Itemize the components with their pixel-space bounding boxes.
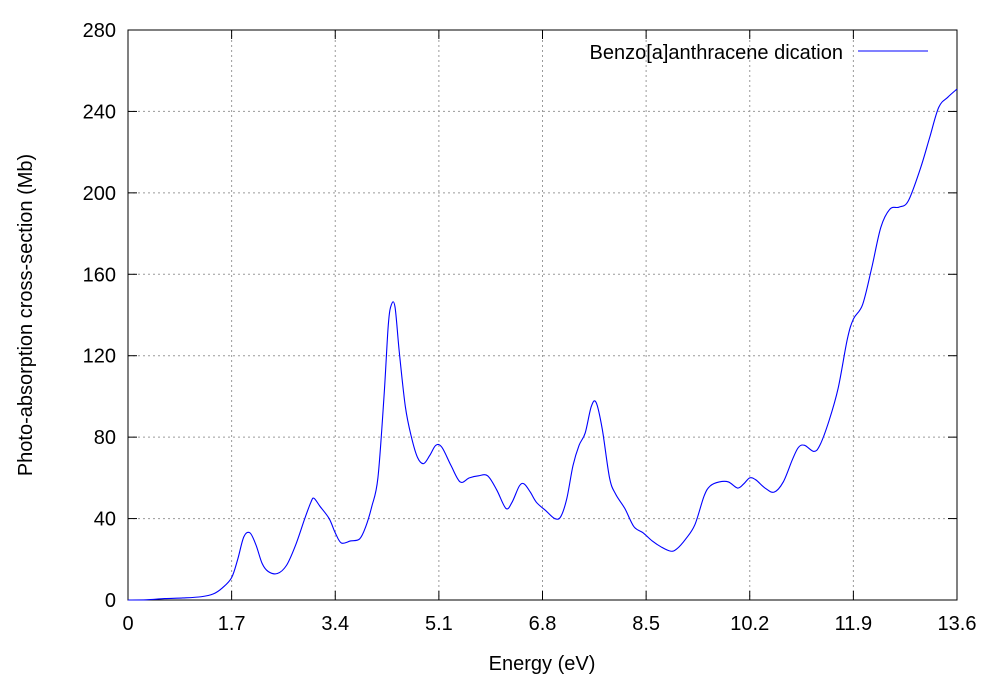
legend: Benzo[a]anthracene dication [589, 42, 928, 64]
x-tick-label: 13.6 [938, 613, 977, 635]
plot-frame [127, 29, 958, 601]
x-tick-label: 5.1 [425, 613, 453, 635]
y-tick-label: 280 [83, 20, 116, 42]
x-tick-labels: 0 1.7 3.4 5.1 6.8 8.5 10.2 11.9 13.6 [122, 613, 976, 635]
y-tick-label: 0 [105, 590, 116, 612]
y-tick-labels: 0 40 80 120 160 200 240 280 [83, 20, 116, 612]
x-tick-label: 6.8 [529, 613, 557, 635]
y-tick-label: 240 [83, 101, 116, 123]
y-tick-label: 80 [94, 427, 116, 449]
x-tick-label: 3.4 [321, 613, 349, 635]
x-tick-label: 0 [122, 613, 133, 635]
x-tick-label: 8.5 [632, 613, 660, 635]
legend-label: Benzo[a]anthracene dication [589, 42, 843, 64]
y-tick-label: 40 [94, 509, 116, 531]
x-axis-title: Energy (eV) [489, 653, 596, 675]
y-axis-title: Photo-absorption cross-section (Mb) [15, 154, 37, 476]
y-tick-label: 200 [83, 183, 116, 205]
grid-lines [128, 30, 957, 600]
series-line [127, 88, 958, 601]
x-tick-label: 11.9 [835, 613, 872, 635]
y-tick-label: 160 [83, 264, 116, 286]
x-tick-label: 1.7 [218, 613, 246, 635]
x-tick-label: 10.2 [730, 613, 769, 635]
y-tick-label: 120 [83, 346, 116, 368]
series-layer [127, 88, 958, 601]
tick-marks [127, 29, 958, 601]
